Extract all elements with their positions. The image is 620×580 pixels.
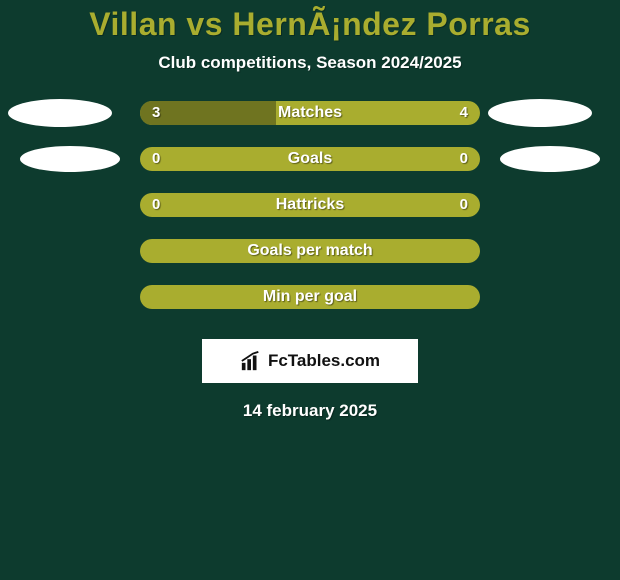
branding-text: FcTables.com — [268, 351, 380, 371]
bar-label: Goals per match — [140, 239, 480, 263]
player-marker-right — [488, 99, 592, 127]
comparison-rows: 3 4 Matches 0 0 Goals 0 0 Hattricks — [0, 101, 620, 331]
bar-label: Goals — [140, 147, 480, 171]
bar-track: Goals per match — [140, 239, 480, 263]
bar-track: 0 0 Hattricks — [140, 193, 480, 217]
bar-label: Hattricks — [140, 193, 480, 217]
branding-badge: FcTables.com — [202, 339, 418, 383]
comparison-row: 3 4 Matches — [0, 101, 620, 147]
comparison-row: Goals per match — [0, 239, 620, 285]
footer-date: 14 february 2025 — [0, 401, 620, 421]
bar-label: Matches — [140, 101, 480, 125]
comparison-row: 0 0 Hattricks — [0, 193, 620, 239]
comparison-row: Min per goal — [0, 285, 620, 331]
bar-track: 0 0 Goals — [140, 147, 480, 171]
bar-track: 3 4 Matches — [140, 101, 480, 125]
player-marker-left — [20, 146, 120, 172]
player-marker-left — [8, 99, 112, 127]
comparison-row: 0 0 Goals — [0, 147, 620, 193]
bar-chart-icon — [240, 350, 262, 372]
comparison-infographic: Villan vs HernÃ¡ndez Porras Club competi… — [0, 0, 620, 580]
page-title: Villan vs HernÃ¡ndez Porras — [0, 6, 620, 43]
player-marker-right — [500, 146, 600, 172]
bar-track: Min per goal — [140, 285, 480, 309]
page-subtitle: Club competitions, Season 2024/2025 — [0, 53, 620, 73]
bar-label: Min per goal — [140, 285, 480, 309]
